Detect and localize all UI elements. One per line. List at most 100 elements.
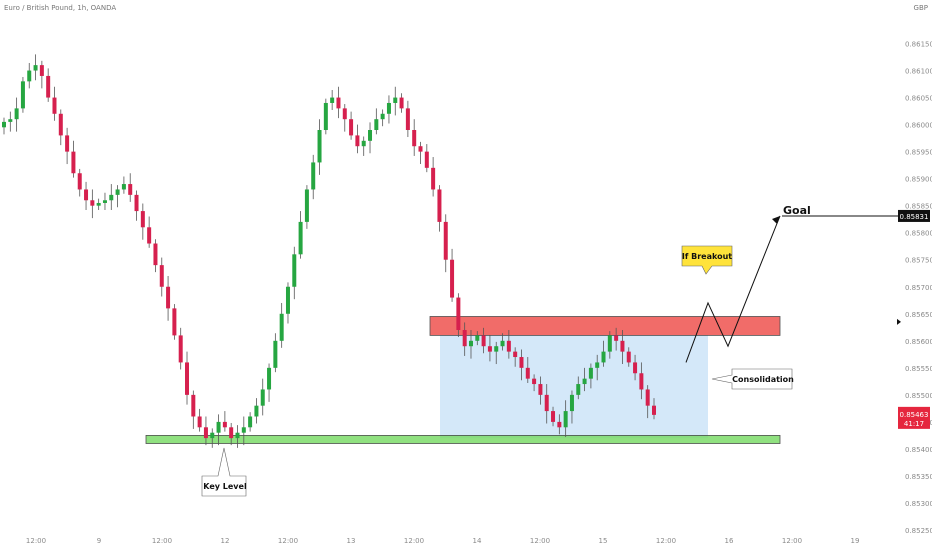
candle-body [172, 308, 177, 336]
candle-body [595, 362, 600, 368]
candle-body [468, 340, 473, 347]
currency-label: GBP [913, 4, 928, 12]
candle-body [569, 394, 574, 412]
candle-body [102, 200, 107, 203]
candle-body [506, 340, 511, 352]
candle-body [241, 427, 246, 433]
consolidation-callout [711, 368, 793, 390]
arrow-head-icon [772, 215, 780, 224]
candle-body [588, 367, 593, 379]
candle-body [8, 119, 13, 122]
y-tick-label: 0.85850 [905, 203, 932, 211]
candle-body [216, 421, 221, 433]
candle-body [626, 351, 631, 363]
candle-body [368, 130, 373, 141]
x-tick-label: 12:00 [152, 537, 172, 545]
y-tick-label: 0.86100 [905, 68, 932, 76]
candle-body [633, 362, 638, 374]
candle-body [235, 432, 240, 439]
candle-body [109, 194, 114, 201]
y-tick-label: 0.85900 [905, 176, 932, 184]
candle-body [178, 335, 183, 363]
candle-body [317, 130, 322, 163]
candle-body [576, 384, 581, 395]
candle-body [33, 65, 38, 71]
candle-body [96, 202, 101, 206]
candle-body [336, 97, 341, 109]
candle-body [128, 184, 133, 195]
candle-body [532, 378, 537, 385]
candle-body [248, 416, 253, 428]
candle-body [513, 351, 518, 358]
y-tick-label: 0.85800 [905, 230, 932, 238]
candle-body [2, 121, 6, 128]
candle-body [557, 421, 562, 428]
candle-body [285, 286, 290, 314]
candle-body [355, 135, 360, 147]
candle-body [191, 394, 196, 417]
candle-body [267, 367, 272, 390]
candle-body [229, 427, 234, 439]
candle-body [405, 108, 410, 130]
candle-body [254, 405, 259, 417]
candle-body [437, 189, 442, 222]
x-tick-label: 19 [851, 537, 860, 545]
candle-body [65, 135, 70, 152]
candle-body [418, 146, 423, 152]
candle-body [71, 151, 76, 174]
candle-body [424, 151, 429, 168]
candle-body [538, 384, 543, 395]
chart-title: Euro / British Pound, 1h, OANDA [4, 4, 117, 12]
candle-body [393, 97, 398, 103]
y-tick-label: 0.86050 [905, 95, 932, 103]
candle-body [222, 421, 227, 428]
breakout-projection-line [685, 215, 781, 363]
candle-body [487, 346, 492, 352]
y-tick-label: 0.86000 [905, 122, 932, 130]
candle-body [620, 340, 625, 352]
goal-price-tag [898, 209, 930, 222]
axis-marker-icon [897, 318, 901, 325]
candle-body [399, 97, 404, 109]
candle-body [197, 416, 202, 428]
candle-body [140, 211, 145, 228]
candle-body [500, 340, 505, 347]
y-tick-label: 0.85550 [905, 365, 932, 373]
candle-body [166, 286, 171, 309]
candle-body [330, 97, 335, 103]
candle-body [342, 108, 347, 120]
candle-body [273, 340, 278, 368]
goal-label: Goal [783, 204, 811, 217]
goal-price-label: 0.85831 [900, 213, 929, 221]
current-price-label: 0.85463 [900, 411, 929, 419]
candle-body [462, 330, 467, 347]
x-tick-label: 12:00 [404, 537, 424, 545]
candle-body [614, 335, 619, 341]
candle-body [544, 394, 549, 412]
breakout-callout [681, 245, 733, 275]
candle-body [601, 351, 606, 363]
breakout-label: If Breakout [682, 252, 732, 261]
x-tick-label: 12:00 [278, 537, 298, 545]
candle-body [115, 189, 120, 195]
candle-body [481, 335, 486, 347]
y-tick-label: 0.85250 [905, 527, 932, 535]
candle-body [292, 254, 297, 287]
x-tick-label: 12:00 [656, 537, 676, 545]
x-tick-label: 9 [97, 537, 101, 545]
consolidation-zone [440, 335, 708, 439]
candle-body [260, 389, 265, 406]
current-price-tag [898, 406, 930, 429]
candle-body [525, 367, 530, 379]
candle-body [84, 189, 89, 201]
candle-body [374, 119, 379, 130]
x-tick-label: 12:00 [26, 537, 46, 545]
key-level-callout [201, 447, 247, 497]
candle-body [311, 162, 316, 190]
candle-body [551, 411, 556, 422]
candle-body [20, 81, 25, 109]
y-tick-label: 0.85950 [905, 149, 932, 157]
support-zone [145, 435, 781, 444]
candle-body [77, 173, 82, 190]
